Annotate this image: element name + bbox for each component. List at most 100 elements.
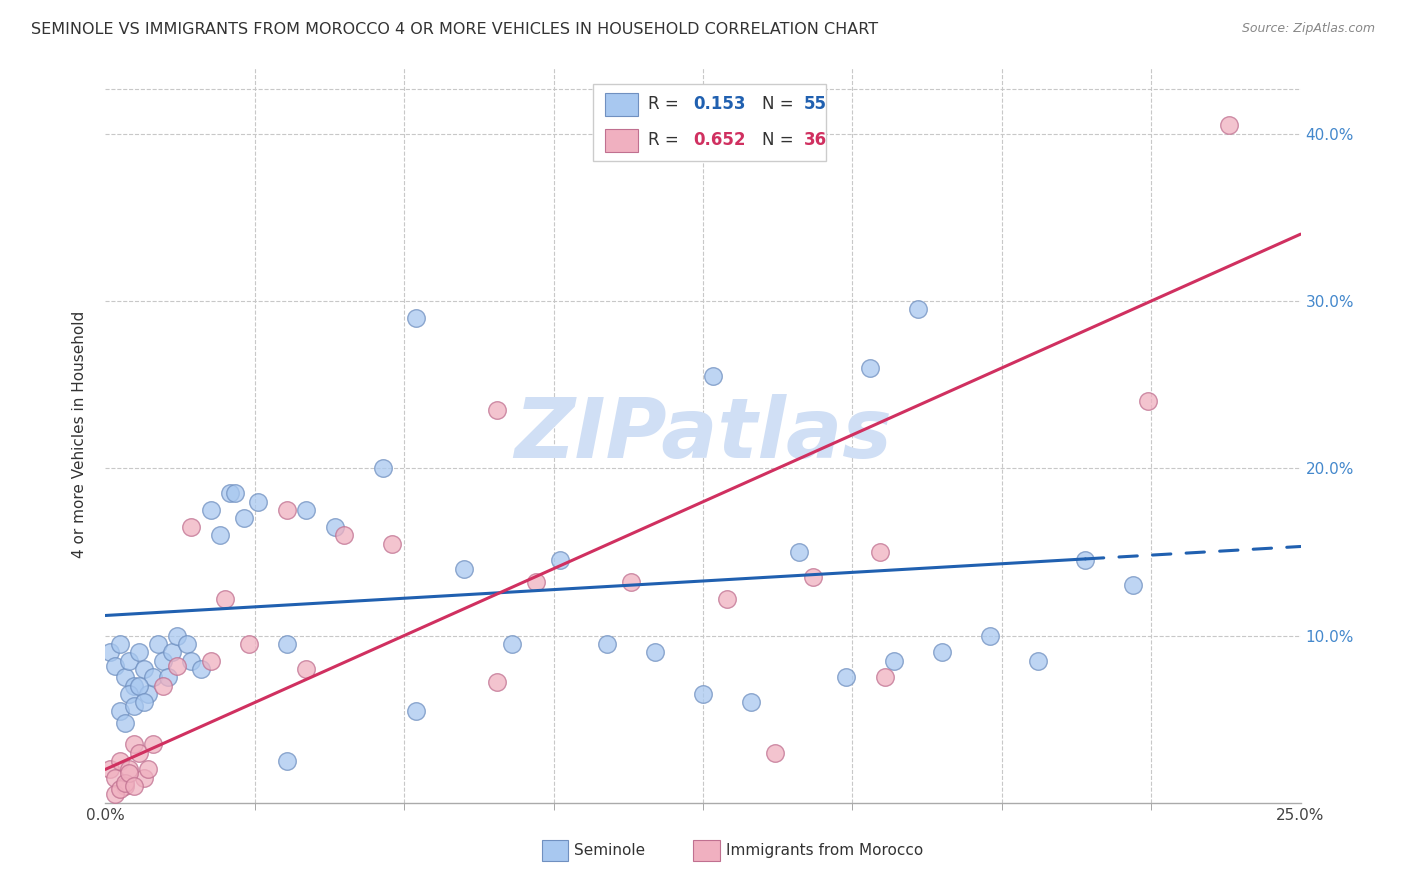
Point <box>118 687 141 701</box>
Point <box>152 654 174 668</box>
Point <box>114 715 136 730</box>
Point <box>114 776 136 790</box>
Point <box>1218 119 1240 133</box>
Point <box>190 662 212 676</box>
Text: 0.652: 0.652 <box>693 131 747 150</box>
Text: R =: R = <box>648 95 679 113</box>
Point <box>692 687 714 701</box>
Point <box>620 574 643 589</box>
Point <box>276 637 298 651</box>
Point <box>276 754 298 768</box>
Bar <box>605 128 638 153</box>
Point <box>122 737 145 751</box>
Point <box>873 670 896 684</box>
Point <box>787 545 810 559</box>
Point <box>108 782 131 797</box>
Point <box>128 645 150 659</box>
Text: 36: 36 <box>803 131 827 150</box>
Point <box>122 679 145 693</box>
Point <box>371 461 394 475</box>
Point <box>702 369 724 384</box>
Point <box>276 503 298 517</box>
Point <box>128 746 150 760</box>
Point <box>180 520 202 534</box>
Text: Immigrants from Morocco: Immigrants from Morocco <box>725 843 922 858</box>
Point <box>801 570 824 584</box>
Point <box>108 704 131 718</box>
Point <box>486 675 509 690</box>
Point <box>132 662 155 676</box>
Point <box>405 704 427 718</box>
Point <box>114 670 136 684</box>
Point <box>209 528 232 542</box>
Text: Seminole: Seminole <box>574 843 645 858</box>
Point <box>146 637 169 651</box>
Point <box>381 536 404 550</box>
Bar <box>605 93 638 116</box>
Point <box>128 679 150 693</box>
Bar <box>541 840 568 861</box>
Point <box>162 645 184 659</box>
Point <box>233 511 256 525</box>
Point <box>118 654 141 668</box>
Y-axis label: 4 or more Vehicles in Household: 4 or more Vehicles in Household <box>72 311 87 558</box>
Point <box>835 670 858 684</box>
Point <box>200 503 222 517</box>
Text: 0.153: 0.153 <box>693 95 747 113</box>
Bar <box>593 84 827 161</box>
Point <box>333 528 356 542</box>
Text: 55: 55 <box>803 95 827 113</box>
Point <box>166 628 188 642</box>
Point <box>118 765 141 780</box>
Bar <box>693 840 720 861</box>
Point <box>218 486 240 500</box>
Point <box>548 553 571 567</box>
Point <box>156 670 179 684</box>
Point <box>224 486 246 500</box>
Text: SEMINOLE VS IMMIGRANTS FROM MOROCCO 4 OR MORE VEHICLES IN HOUSEHOLD CORRELATION : SEMINOLE VS IMMIGRANTS FROM MOROCCO 4 OR… <box>31 22 879 37</box>
Point <box>200 654 222 668</box>
Text: Source: ZipAtlas.com: Source: ZipAtlas.com <box>1241 22 1375 36</box>
Point <box>180 654 202 668</box>
Point <box>501 637 523 651</box>
Point <box>176 637 198 651</box>
Point <box>1026 654 1049 668</box>
Point <box>152 679 174 693</box>
Point <box>295 503 318 517</box>
Point <box>1136 394 1159 409</box>
Text: ZIPatlas: ZIPatlas <box>515 394 891 475</box>
Point <box>763 746 786 760</box>
Text: R =: R = <box>648 131 679 150</box>
Text: N =: N = <box>762 131 793 150</box>
Point <box>323 520 346 534</box>
Text: N =: N = <box>762 95 793 113</box>
Point <box>859 360 882 375</box>
Point <box>1122 578 1144 592</box>
Point <box>238 637 260 651</box>
Point <box>166 658 188 673</box>
Point <box>931 645 953 659</box>
Point <box>104 771 127 785</box>
Point <box>883 654 905 668</box>
Point <box>138 687 160 701</box>
Point <box>979 628 1001 642</box>
Point <box>114 779 136 793</box>
Point <box>214 591 236 606</box>
Point <box>118 762 141 776</box>
Point <box>596 637 619 651</box>
Point <box>138 762 160 776</box>
Point <box>98 645 121 659</box>
Point <box>524 574 547 589</box>
Point <box>132 771 155 785</box>
Point <box>453 562 475 576</box>
Point <box>1074 553 1097 567</box>
Point <box>108 637 131 651</box>
Point <box>740 696 762 710</box>
Point <box>104 788 127 802</box>
Point <box>122 779 145 793</box>
Point <box>142 670 165 684</box>
Point <box>132 696 155 710</box>
Point <box>907 302 929 317</box>
Point <box>122 698 145 713</box>
Point <box>104 658 127 673</box>
